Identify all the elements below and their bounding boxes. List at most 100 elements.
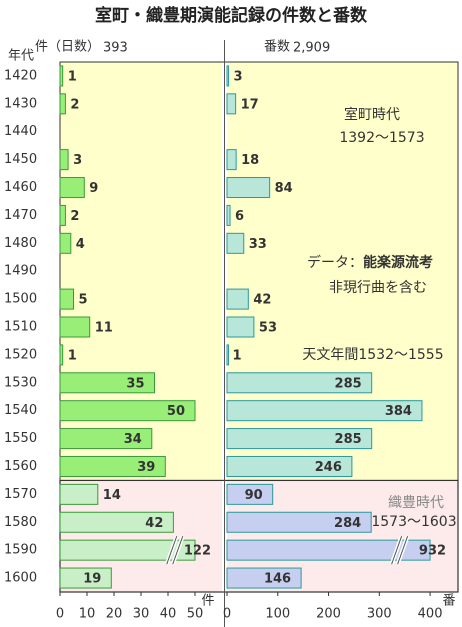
- y-tick-label: 1440: [4, 124, 37, 139]
- y-tick-label: 1480: [4, 236, 37, 251]
- x-tick-label: 40: [160, 607, 177, 622]
- panel-header: 件（日数）: [35, 40, 100, 55]
- bar: [59, 511, 174, 533]
- annotation: 織豊時代: [388, 495, 444, 511]
- bar: [59, 539, 196, 561]
- data-label: 1: [68, 69, 77, 84]
- bar: [59, 567, 112, 589]
- y-axis-label: 年代: [8, 49, 34, 64]
- bar: [226, 93, 237, 115]
- x-tick-label: 300: [367, 607, 392, 622]
- data-label: 2: [70, 209, 79, 224]
- data-label: 9: [89, 181, 98, 196]
- x-tick-label: 100: [265, 607, 290, 622]
- bar: [226, 149, 237, 171]
- x-tick-label: 0: [223, 607, 231, 622]
- y-tick-label: 1460: [4, 180, 37, 195]
- bar: [59, 344, 64, 366]
- bar: [59, 372, 155, 394]
- data-label: 42: [253, 293, 271, 308]
- x-unit: 件: [201, 594, 214, 609]
- data-label: 50: [167, 404, 185, 419]
- data-label: 33: [249, 237, 267, 252]
- x-tick-label: 50: [187, 607, 204, 622]
- bar: [226, 232, 245, 254]
- bar: [226, 177, 271, 199]
- bar: [59, 316, 91, 338]
- bar: [226, 455, 353, 477]
- bar: [226, 288, 249, 310]
- chart-title: 室町・織豊期演能記録の件数と番数: [95, 5, 368, 26]
- y-tick-label: 1580: [4, 515, 37, 530]
- bar: [59, 93, 66, 115]
- bar: [59, 149, 69, 171]
- bar: [226, 511, 372, 533]
- data-label: 6: [235, 209, 244, 224]
- y-tick-label: 1510: [4, 320, 37, 335]
- panel-total: 2,909: [293, 41, 330, 56]
- bar: [226, 344, 229, 366]
- x-tick-label: 20: [106, 607, 123, 622]
- data-label: 90: [245, 488, 263, 503]
- annotation: 天文年間1532〜1555: [302, 347, 443, 363]
- data-label: 4: [76, 237, 85, 252]
- era-border: [59, 479, 459, 593]
- y-tick-label: 1420: [4, 68, 37, 83]
- data-label: 34: [124, 432, 142, 447]
- y-tick-label: 1560: [4, 459, 37, 474]
- data-label: 18: [241, 153, 259, 168]
- data-label: 246: [315, 460, 342, 475]
- data-label: 146: [264, 572, 291, 587]
- data-label: 19: [83, 572, 101, 587]
- y-tick-label: 1520: [4, 347, 37, 362]
- bar: [226, 316, 255, 338]
- annotation: データ：能楽源流考: [307, 254, 433, 271]
- x-tick-label: 200: [316, 607, 341, 622]
- annotation-part: データ：: [307, 254, 363, 271]
- bar: [59, 400, 196, 422]
- y-tick-label: 1500: [4, 292, 37, 307]
- bar: [59, 232, 72, 254]
- axis-break: [166, 535, 178, 565]
- bar: [226, 400, 423, 422]
- bar: [59, 483, 99, 505]
- x-unit: 番: [442, 594, 455, 609]
- data-label: 122: [184, 544, 211, 559]
- data-label: 932: [419, 544, 446, 559]
- bar: [59, 204, 66, 226]
- y-tick-label: 1450: [4, 152, 37, 167]
- axis-break: [172, 535, 184, 565]
- bar: [226, 428, 373, 450]
- data-label: 284: [334, 516, 361, 531]
- axis-break: [391, 535, 403, 565]
- data-label: 35: [126, 376, 144, 391]
- data-label: 11: [95, 321, 113, 336]
- data-label: 384: [385, 404, 412, 419]
- y-tick-label: 1470: [4, 208, 37, 223]
- data-label: 3: [234, 69, 243, 84]
- y-tick-label: 1430: [4, 96, 37, 111]
- data-label: 14: [103, 488, 121, 503]
- data-label: 1: [233, 348, 242, 363]
- data-label: 39: [137, 460, 155, 475]
- annotation: 室町時代: [344, 106, 400, 123]
- bar: [226, 483, 274, 505]
- y-tick-label: 1590: [4, 543, 37, 558]
- y-tick-label: 1550: [4, 431, 37, 446]
- bar: [226, 539, 431, 561]
- x-tick-label: 10: [79, 607, 96, 622]
- bar: [226, 65, 230, 87]
- y-tick-label: 1600: [4, 571, 37, 586]
- data-label: 42: [145, 516, 163, 531]
- bar: [226, 204, 231, 226]
- x-tick-label: 400: [418, 607, 443, 622]
- data-label: 84: [275, 181, 293, 196]
- y-tick-label: 1490: [4, 264, 37, 279]
- bar: [59, 65, 64, 87]
- y-tick-label: 1540: [4, 403, 37, 418]
- annotation-part: 能楽源流考: [363, 254, 433, 271]
- data-label: 2: [70, 97, 79, 112]
- data-label: 53: [259, 321, 277, 336]
- bar: [226, 372, 373, 394]
